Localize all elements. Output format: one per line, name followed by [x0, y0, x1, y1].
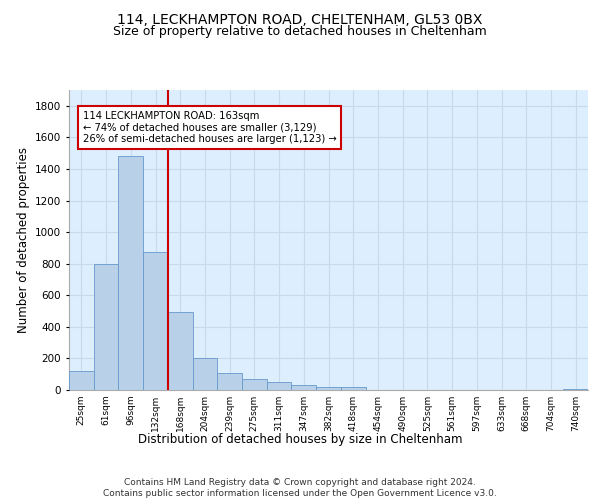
Bar [292, 385, 316, 390]
Text: Distribution of detached houses by size in Cheltenham: Distribution of detached houses by size … [138, 432, 462, 446]
Text: Contains HM Land Registry data © Crown copyright and database right 2024.
Contai: Contains HM Land Registry data © Crown c… [103, 478, 497, 498]
Bar [143, 252, 168, 390]
Y-axis label: Number of detached properties: Number of detached properties [17, 147, 29, 333]
Bar [217, 372, 242, 390]
Text: 114 LECKHAMPTON ROAD: 163sqm
← 74% of detached houses are smaller (3,129)
26% of: 114 LECKHAMPTON ROAD: 163sqm ← 74% of de… [83, 110, 337, 144]
Bar [168, 312, 193, 390]
Bar [118, 156, 143, 390]
Bar [242, 379, 267, 390]
Bar [193, 358, 217, 390]
Text: Size of property relative to detached houses in Cheltenham: Size of property relative to detached ho… [113, 25, 487, 38]
Bar [316, 387, 341, 390]
Bar [94, 264, 118, 390]
Bar [563, 389, 588, 390]
Text: 114, LECKHAMPTON ROAD, CHELTENHAM, GL53 0BX: 114, LECKHAMPTON ROAD, CHELTENHAM, GL53 … [118, 12, 482, 26]
Bar [267, 382, 292, 390]
Bar [69, 371, 94, 390]
Bar [341, 387, 365, 390]
